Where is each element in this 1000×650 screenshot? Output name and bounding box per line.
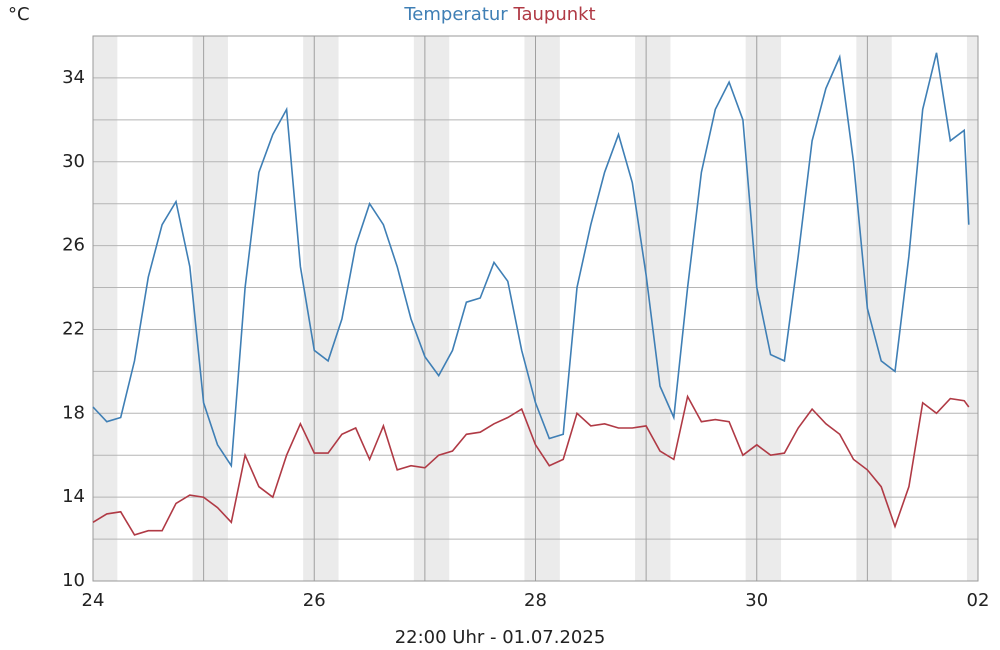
night-band <box>413 36 450 581</box>
x-tick-label: 30 <box>745 590 768 611</box>
night-band <box>966 36 978 581</box>
y-tick-label: 22 <box>62 318 85 339</box>
legend-entry: Temperatur <box>403 4 508 25</box>
y-unit: °C <box>8 4 30 25</box>
y-tick-label: 34 <box>62 67 85 88</box>
y-tick-label: 10 <box>62 570 85 591</box>
night-band <box>745 36 782 581</box>
series-line <box>92 394 970 536</box>
y-tick-label: 14 <box>62 486 85 507</box>
x-tick-label: 02 <box>967 590 990 611</box>
y-tick-label: 26 <box>62 235 85 256</box>
night-band <box>303 36 339 581</box>
night-band <box>524 36 560 581</box>
x-axis-label: 22:00 Uhr - 01.07.2025 <box>395 627 606 648</box>
legend-entry: Taupunkt <box>512 4 595 25</box>
night-band <box>635 36 671 581</box>
night-band <box>93 36 118 581</box>
x-tick-label: 28 <box>524 590 547 611</box>
y-tick-label: 18 <box>62 402 85 423</box>
x-tick-label: 26 <box>303 590 326 611</box>
plot-border <box>92 35 979 582</box>
x-tick-label: 24 <box>82 590 105 611</box>
y-tick-label: 30 <box>62 151 85 172</box>
night-band <box>856 36 892 581</box>
series-line <box>92 52 970 469</box>
night-band <box>192 36 228 581</box>
legend: Temperatur Taupunkt <box>403 4 595 25</box>
